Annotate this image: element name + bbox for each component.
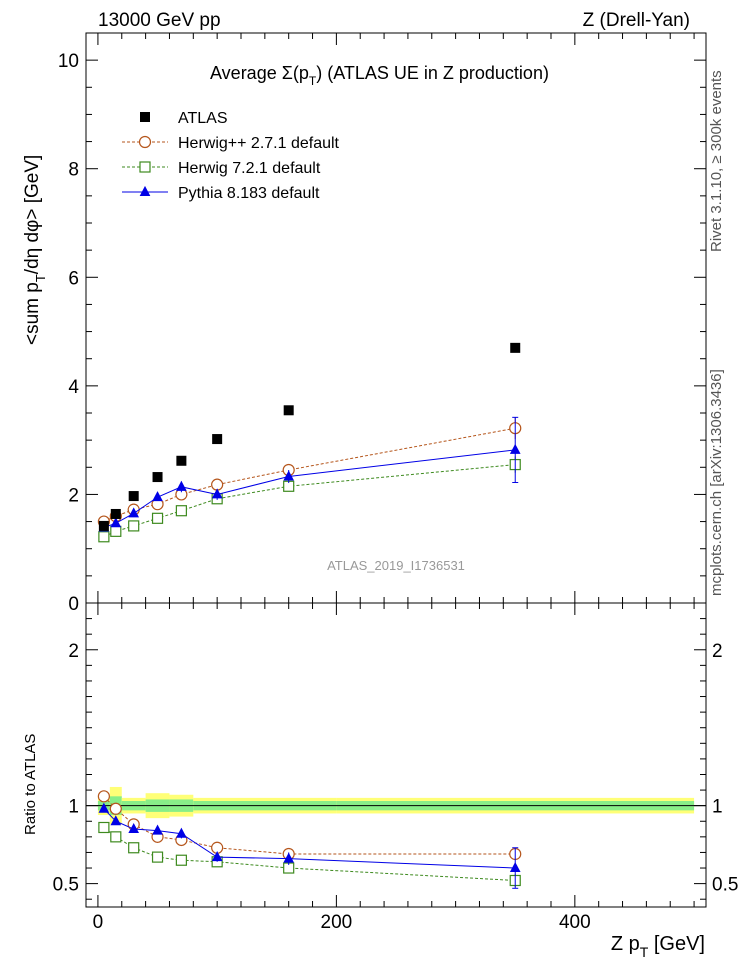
- analysis-label: ATLAS_2019_I1736531: [327, 558, 465, 573]
- series-point: [110, 517, 122, 528]
- data-point: [98, 520, 109, 531]
- series-point: [151, 512, 164, 524]
- ratio-series-point: [110, 815, 122, 826]
- ratio-series-point: [98, 802, 110, 813]
- rivet-label: Rivet 3.1.10, ≥ 300k events: [708, 70, 725, 252]
- x-axis-label: Z pT [GeV]: [611, 933, 705, 960]
- series-point: [211, 488, 223, 499]
- ratio-series-point: [509, 861, 521, 873]
- series-point: [176, 480, 187, 491]
- header-left: 13000 GeV pp: [98, 10, 221, 31]
- legend-marker-data: [140, 112, 150, 122]
- series-point: [128, 520, 140, 532]
- data-point: [152, 472, 163, 483]
- legend-label: Herwig 7.2.1 default: [178, 160, 321, 177]
- y-axis-label: <sum pT/dη dφ> [GeV]: [22, 155, 48, 345]
- ratio-y-tick-label-right: 2: [712, 641, 723, 662]
- data-point: [510, 342, 521, 353]
- legend-label: Herwig++ 2.7.1 default: [178, 135, 340, 152]
- mcplots-label: mcplots.cern.ch [arXiv:1306.3436]: [708, 369, 725, 596]
- series-point: [128, 507, 140, 518]
- data-point: [212, 434, 223, 445]
- series-point: [175, 505, 187, 517]
- series-line-2: [103, 449, 516, 529]
- x-tick-label: 0: [93, 912, 104, 933]
- ratio-frame: [85, 602, 707, 908]
- data-point: [110, 508, 121, 519]
- ratio-series-point: [98, 821, 110, 834]
- ratio-y-tick-label-right: 1: [712, 797, 723, 818]
- series-point: [283, 470, 295, 481]
- main-panel: 0 2 4 6 8 10: [58, 32, 706, 907]
- series-point: [98, 531, 110, 543]
- ratio-series-point: [211, 851, 223, 862]
- ratio-series-point: [128, 842, 140, 854]
- data-point: [128, 491, 139, 502]
- legend-marker: [139, 161, 151, 173]
- ratio-y-axis-label: Ratio to ATLAS: [22, 734, 39, 835]
- legend: ATLAS Herwig++ 2.7.1 default Herwig 7.2.1 …: [122, 110, 340, 202]
- ratio-series-point: [152, 824, 163, 835]
- series-point: [509, 443, 521, 454]
- ratio-y-tick-label: 1: [68, 797, 79, 818]
- header-right: Z (Drell-Yan): [583, 10, 690, 31]
- ratio-y-tick-label-right: 0.5: [712, 875, 738, 896]
- ratio-series-point: [97, 790, 110, 803]
- series-point: [110, 525, 122, 537]
- x-tick-label: 200: [321, 912, 353, 933]
- ratio-y-tick-label: 0.5: [53, 875, 79, 896]
- y-tick-label: 4: [68, 377, 79, 398]
- legend-label: Pythia 8.183 default: [178, 185, 320, 202]
- data-point: [176, 455, 187, 466]
- series-point: [152, 491, 163, 502]
- y-tick-label: 0: [68, 594, 79, 615]
- x-tick-label: 400: [559, 912, 591, 933]
- ratio-series-point: [109, 802, 122, 815]
- ratio-series-point: [176, 827, 187, 838]
- ratio-panel: 0 200 400 0.5 0.5 1 1 2 2: [53, 618, 738, 933]
- ratio-series-point: [175, 854, 187, 866]
- ratio-series-point: [151, 851, 164, 863]
- ratio-y-tick-label: 2: [68, 641, 79, 662]
- legend-marker: [139, 185, 151, 196]
- ratio-series-line-1: [103, 827, 516, 881]
- ratio-series-point: [128, 822, 140, 834]
- y-tick-label: 8: [68, 160, 79, 181]
- ratio-series-point: [283, 852, 295, 863]
- y-tick-label: 2: [68, 485, 79, 506]
- legend-marker: [138, 135, 152, 149]
- ratio-series-point: [110, 831, 122, 843]
- y-tick-label: 6: [68, 268, 79, 289]
- chart-title: Average Σ(pT) (ATLAS UE in Z production): [210, 63, 549, 88]
- series-line-0: [103, 427, 516, 523]
- y-tick-label: 10: [58, 51, 79, 72]
- legend-label-data: ATLAS: [178, 110, 228, 127]
- data-point: [283, 405, 294, 416]
